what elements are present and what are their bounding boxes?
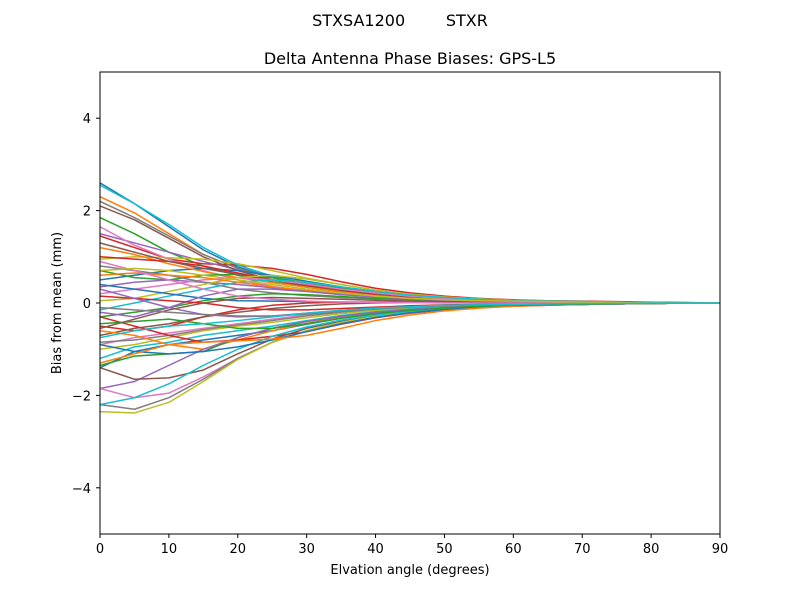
y-tick-label: 2 bbox=[83, 205, 91, 220]
x-tick-label: 20 bbox=[230, 542, 247, 557]
y-axis-ticks: −4 −2 0 2 4 bbox=[72, 112, 100, 497]
figure-suptitle: STXSA1200 STXR bbox=[312, 11, 488, 30]
x-tick-label: 10 bbox=[161, 542, 178, 557]
x-tick-label: 30 bbox=[298, 542, 315, 557]
x-tick-label: 40 bbox=[367, 542, 384, 557]
y-tick-label: −2 bbox=[72, 389, 91, 404]
y-tick-label: 0 bbox=[83, 297, 91, 312]
y-axis-label: Bias from mean (mm) bbox=[50, 232, 65, 374]
x-tick-label: 60 bbox=[505, 542, 522, 557]
plot-lines bbox=[100, 182, 720, 414]
x-tick-label: 90 bbox=[712, 542, 729, 557]
x-tick-label: 70 bbox=[574, 542, 591, 557]
x-axis-ticks: 0 10 20 30 40 50 60 70 80 90 bbox=[96, 534, 728, 557]
series-line-49 bbox=[100, 267, 720, 304]
y-tick-label: 4 bbox=[83, 112, 91, 127]
x-tick-label: 50 bbox=[436, 542, 453, 557]
chart-title: Delta Antenna Phase Biases: GPS-L5 bbox=[264, 49, 556, 68]
x-tick-label: 0 bbox=[96, 542, 104, 557]
x-axis-label: Elvation angle (degrees) bbox=[330, 563, 489, 578]
y-tick-label: −4 bbox=[72, 482, 91, 497]
series-line-50 bbox=[100, 302, 720, 339]
x-tick-label: 80 bbox=[643, 542, 660, 557]
